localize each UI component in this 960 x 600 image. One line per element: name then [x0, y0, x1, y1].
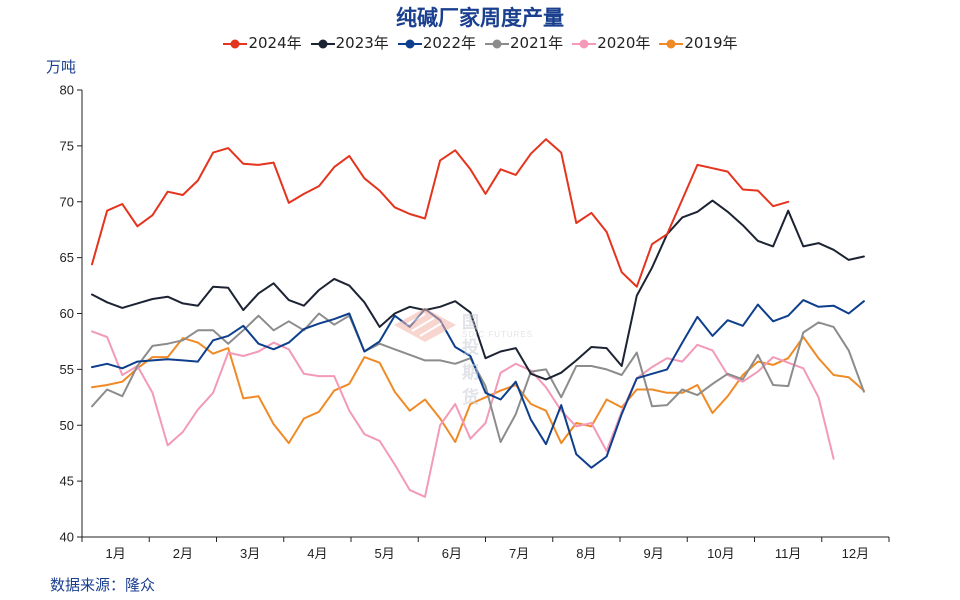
x-tick-label: 6月	[442, 546, 462, 561]
legend-item-2019: 2019年	[658, 32, 738, 53]
watermark-subtext: SDIC FUTURES	[462, 330, 534, 339]
legend-marker-icon	[572, 39, 597, 49]
x-tick-label: 1月	[106, 546, 126, 561]
watermark-logo-icon	[394, 308, 456, 342]
x-tick-label: 11月	[775, 546, 802, 561]
y-tick-label: 60	[60, 306, 74, 321]
legend-marker-icon	[223, 39, 248, 49]
watermark-text: 国投期货	[462, 313, 479, 408]
legend-marker-icon	[310, 39, 335, 49]
series-line-2020	[91, 330, 835, 498]
legend: 2024年 2023年 2022年 2021年 2020年 2019年	[0, 32, 960, 53]
legend-marker-icon	[397, 39, 422, 49]
y-tick-label: 40	[60, 530, 74, 545]
y-tick-label: 45	[60, 474, 74, 489]
x-tick-label: 2月	[173, 546, 193, 561]
y-tick-label: 70	[60, 194, 74, 209]
x-tick-label: 4月	[307, 546, 327, 561]
y-tick-label: 75	[60, 138, 74, 153]
legend-item-2022: 2022年	[397, 32, 476, 53]
series-line-2024	[91, 138, 790, 288]
legend-item-2023: 2023年	[310, 32, 389, 53]
legend-item-2020: 2020年	[571, 32, 650, 53]
legend-label: 2023年	[335, 34, 389, 52]
x-tick-label: 9月	[644, 546, 664, 561]
x-tick-label: 7月	[509, 546, 529, 561]
y-tick-label: 55	[60, 362, 74, 377]
y-tick-label: 65	[60, 250, 74, 265]
legend-label: 2024年	[248, 34, 302, 52]
x-tick-label: 12月	[842, 546, 869, 561]
x-tick-label: 8月	[576, 546, 596, 561]
y-tick-label: 50	[60, 418, 74, 433]
source-note: 数据来源：隆众	[50, 576, 156, 594]
legend-label: 2019年	[684, 34, 738, 52]
x-tick-label: 3月	[240, 546, 260, 561]
legend-item-2021: 2021年	[484, 32, 563, 53]
legend-item-2024: 2024年	[222, 32, 302, 53]
series-line-2023	[91, 199, 865, 381]
series-line-2019	[91, 336, 865, 445]
legend-label: 2022年	[422, 34, 476, 52]
legend-marker-icon	[485, 39, 509, 49]
x-tick-label: 5月	[375, 546, 395, 561]
legend-label: 2021年	[510, 34, 564, 52]
y-tick-label: 80	[60, 83, 74, 98]
legend-marker-icon	[659, 39, 684, 49]
y-axis-label: 万吨	[46, 58, 77, 76]
x-tick-label: 10月	[707, 546, 734, 561]
series-line-2022	[91, 299, 865, 469]
legend-label: 2020年	[597, 34, 651, 52]
watermark: 国投期货 SDIC FUTURES	[392, 306, 532, 408]
chart-title: 纯碱厂家周度产量	[396, 6, 564, 30]
